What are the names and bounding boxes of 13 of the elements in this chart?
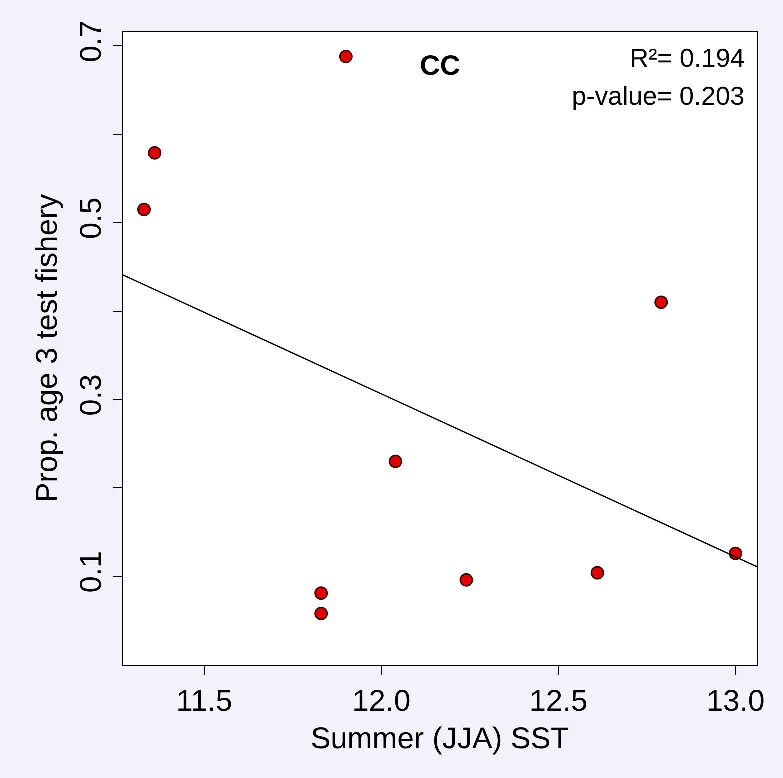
annotation: p-value= 0.203: [572, 81, 745, 111]
y-axis-title: Prop. age 3 test fishery: [30, 194, 64, 503]
y-tick-label: 0.3: [74, 374, 108, 416]
y-tick-label: 0.1: [74, 551, 108, 593]
x-tick-label: 12.5: [529, 685, 588, 718]
x-tick-label: 11.5: [176, 685, 233, 718]
annotation: R²= 0.194: [630, 43, 745, 73]
x-tick-label: 12.0: [352, 685, 411, 718]
x-axis-title: Summer (JJA) SST: [310, 722, 570, 756]
annotation: CC: [420, 50, 460, 81]
y-tick-label: 0.5: [74, 198, 108, 240]
x-tick-label: 13.0: [706, 685, 765, 718]
y-tick-label: 0.7: [74, 20, 108, 63]
